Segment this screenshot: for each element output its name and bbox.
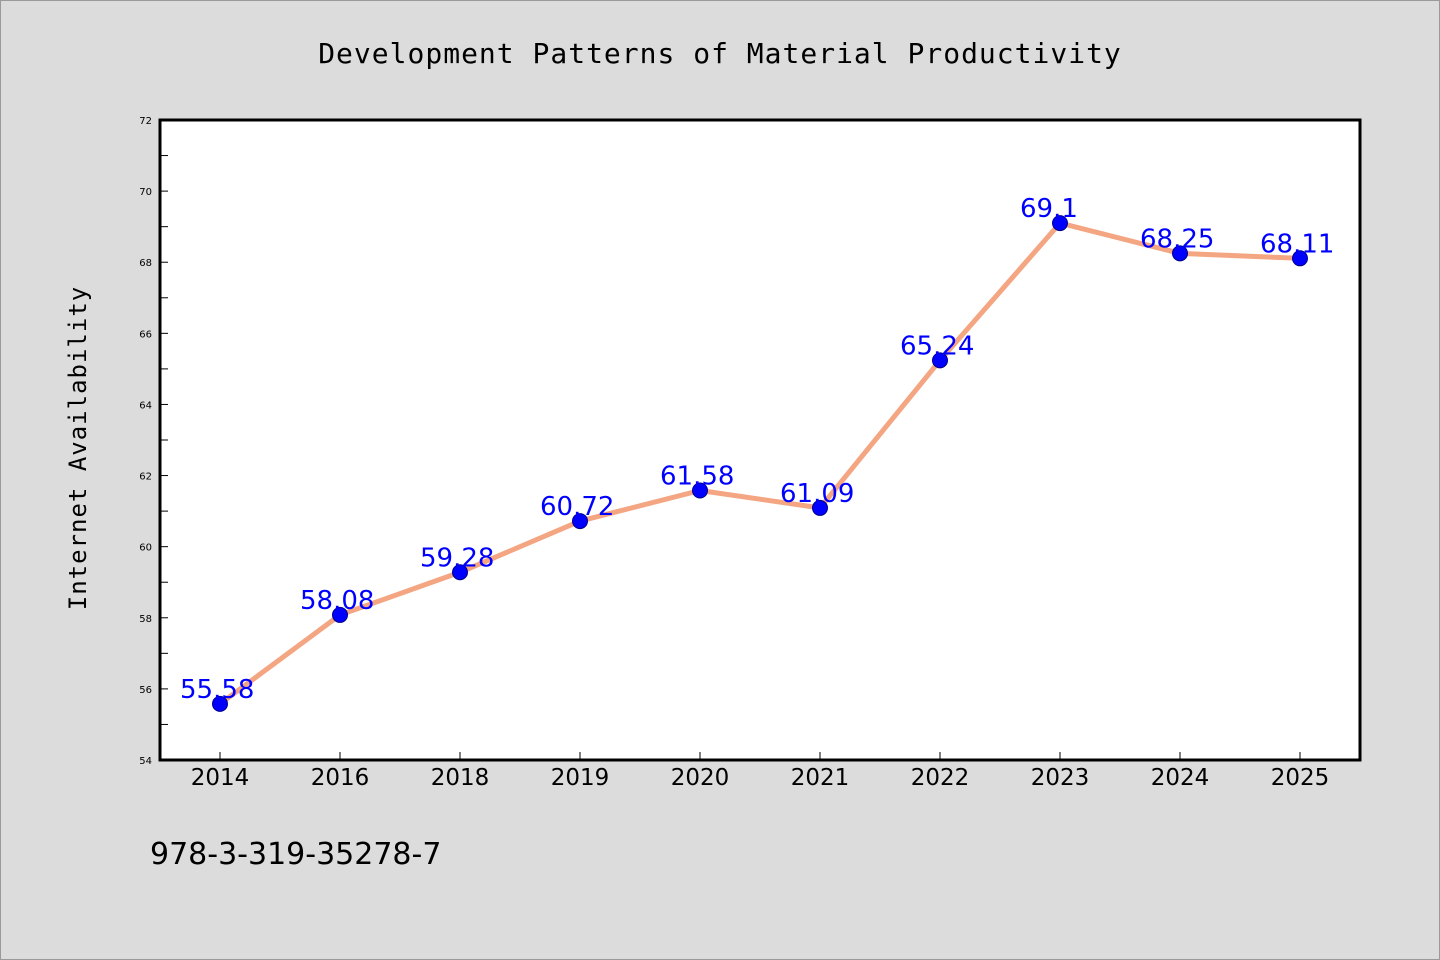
data-point <box>1052 215 1068 232</box>
x-tick-label: 2018 <box>431 765 490 791</box>
series-line-group <box>217 220 1303 707</box>
y-tick-label: 72 <box>139 116 152 127</box>
x-tick-label: 2024 <box>1151 765 1210 791</box>
data-point <box>1292 250 1308 267</box>
y-tick-label: 66 <box>139 329 152 340</box>
plot-area <box>158 118 1362 762</box>
x-tick-label: 2022 <box>911 765 970 791</box>
x-tick-label: 2014 <box>191 765 250 791</box>
data-point <box>452 564 468 581</box>
y-axis: 54 56 58 60 62 64 66 68 70 72 <box>139 116 168 767</box>
data-label: 61.58 <box>660 461 734 491</box>
data-labels-group: 55.58 58.08 59.28 60.72 61.58 61.09 65.24 69.1 6… <box>180 194 1334 705</box>
footer-identifier: 978-3-319-35278-7 <box>150 837 441 872</box>
data-label: 59.28 <box>420 543 494 573</box>
series-markers-group <box>212 215 1308 712</box>
y-tick-label: 56 <box>139 685 152 696</box>
chart-title: Development Patterns of Material Product… <box>318 37 1122 70</box>
y-tick-label: 58 <box>139 614 152 625</box>
x-tick-label: 2021 <box>791 765 850 791</box>
y-tick-label: 68 <box>139 258 152 269</box>
data-label: 55.58 <box>180 675 254 705</box>
data-point <box>572 513 588 530</box>
data-point <box>332 606 348 623</box>
data-label: 61.09 <box>780 479 854 509</box>
data-point <box>1172 245 1188 262</box>
y-tick-label: 60 <box>139 543 152 554</box>
data-label: 65.24 <box>900 331 974 361</box>
y-tick-label: 62 <box>139 472 152 483</box>
x-tick-label: 2019 <box>551 765 610 791</box>
data-label: 58.08 <box>300 586 374 616</box>
y-tick-label: 54 <box>139 756 152 767</box>
data-label: 69.1 <box>1020 194 1078 224</box>
series-line <box>217 220 1303 707</box>
x-axis: 2014 2016 2018 2019 2020 2021 2022 2023 2024 2025 <box>191 752 1330 791</box>
x-tick-label: 2025 <box>1271 765 1330 791</box>
data-point <box>212 695 228 712</box>
data-label: 68.11 <box>1260 229 1334 259</box>
x-tick-label: 2020 <box>671 765 730 791</box>
y-tick-label: 70 <box>139 187 152 198</box>
x-tick-label: 2023 <box>1031 765 1090 791</box>
data-point <box>812 499 828 516</box>
x-tick-label: 2016 <box>311 765 370 791</box>
y-tick-label: 64 <box>139 400 152 411</box>
data-point <box>932 352 948 369</box>
data-label: 60.72 <box>540 492 614 522</box>
y-axis-label: Internet Availability <box>64 286 92 610</box>
data-label: 68.25 <box>1140 224 1214 254</box>
data-point <box>692 482 708 499</box>
